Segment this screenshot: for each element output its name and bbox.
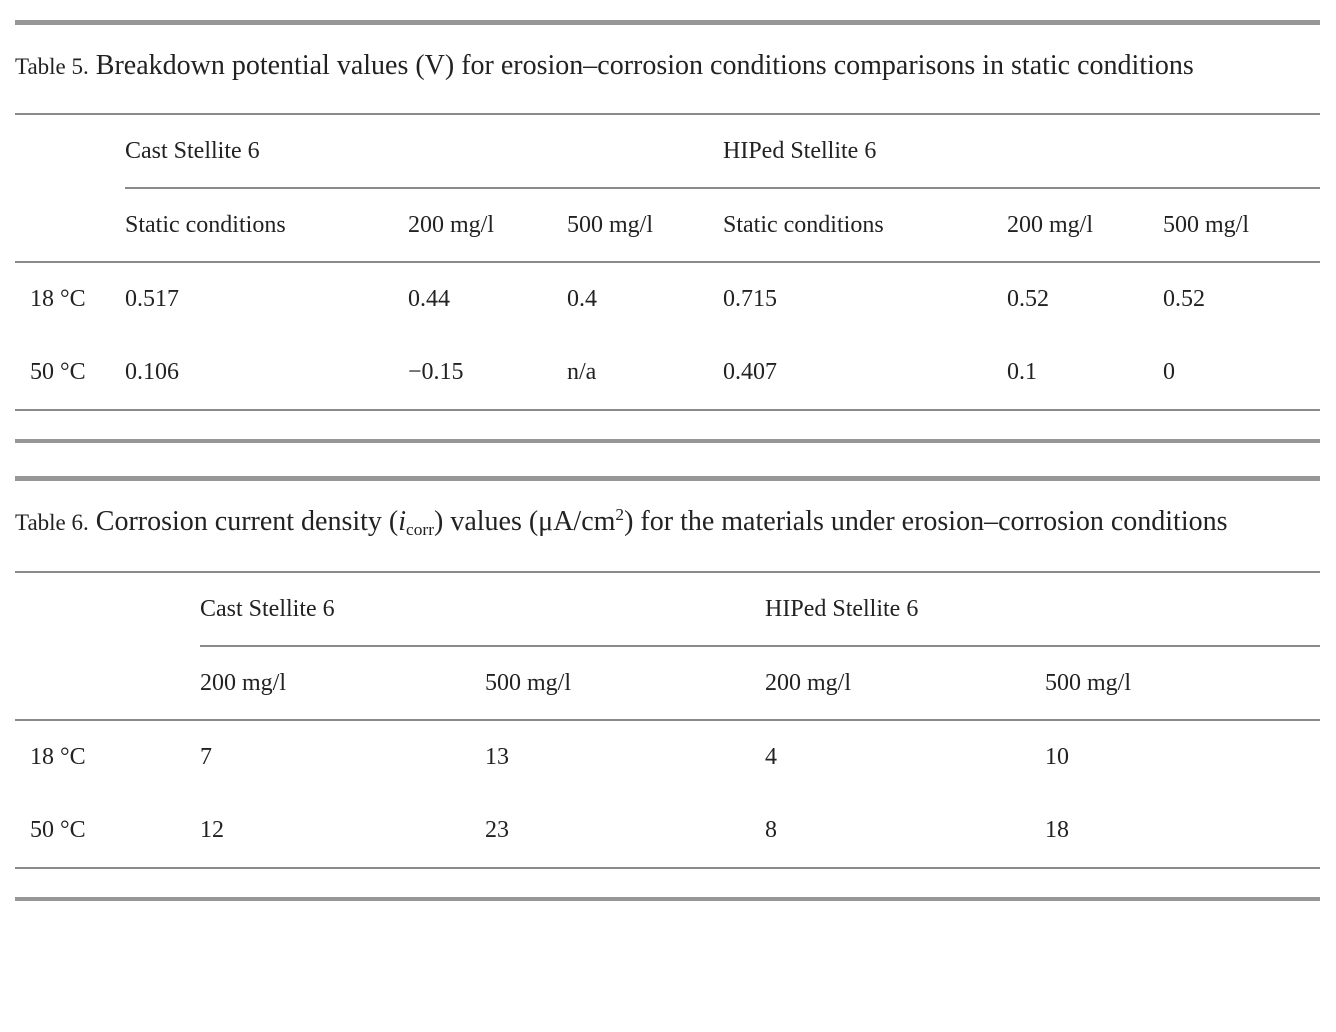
table5-group-header-row: Cast Stellite 6 HIPed Stellite 6 [15, 114, 1320, 189]
corner-cell [15, 114, 125, 188]
cell-value: 4 [765, 744, 778, 770]
cell-value: 0.715 [723, 286, 777, 312]
caption-superscript: 2 [615, 505, 625, 525]
column-header: 200 mg/l [765, 646, 1046, 721]
table6-group-header-row: Cast Stellite 6 HIPed Stellite 6 [15, 572, 1321, 647]
table-row: 18 °C 0.517 0.44 0.4 0.715 0.52 0.52 [15, 262, 1320, 336]
caption-text-part: ) for the materials under erosion–corros… [624, 506, 1228, 537]
column-header: Static conditions [723, 188, 1007, 263]
table6-caption: Table 6. Corrosion current density (icor… [15, 495, 1320, 551]
row-label: 50 °C [30, 817, 86, 843]
caption-text-part: Corrosion current density ( [95, 506, 399, 537]
cell-value: 12 [200, 817, 224, 843]
section-bottom-rule [15, 439, 1320, 443]
column-header: Static conditions [125, 188, 408, 263]
caption-text-part: ) values (μA/cm [434, 506, 616, 537]
table-5: Cast Stellite 6 HIPed Stellite 6 Static … [15, 113, 1320, 411]
column-header: 500 mg/l [1045, 646, 1321, 721]
cell-value: 18 [1045, 817, 1070, 843]
group-header-hiped: HIPed Stellite 6 [723, 114, 1320, 189]
group-header-hiped: HIPed Stellite 6 [765, 572, 1321, 647]
corner-cell [15, 572, 200, 646]
column-header: 500 mg/l [567, 188, 723, 263]
cell-value: 0.517 [125, 286, 179, 312]
table5-label: Table 5. [15, 54, 89, 79]
row-label: 18 °C [30, 744, 86, 770]
page: Table 5. Breakdown potential values (V) … [0, 20, 1336, 901]
corner-cell [15, 188, 125, 263]
group-header-cast: Cast Stellite 6 [200, 572, 766, 647]
cell-value: 7 [200, 744, 212, 770]
column-header: 200 mg/l [200, 646, 485, 721]
row-label: 50 °C [30, 359, 86, 385]
cell-value: 0 [1163, 359, 1175, 385]
cell-value: 0.52 [1007, 286, 1049, 312]
cell-value: 23 [485, 817, 509, 843]
table6-subheader-row: 200 mg/l 500 mg/l 200 mg/l 500 mg/l [15, 646, 1321, 721]
table5-caption: Table 5. Breakdown potential values (V) … [15, 39, 1320, 93]
cell-value: −0.15 [408, 359, 464, 385]
section-bottom-rule [15, 897, 1320, 901]
cell-value: 0.52 [1163, 286, 1205, 312]
cell-value: 0.1 [1007, 359, 1037, 385]
table-row: 50 °C 0.106 −0.15 n/a 0.407 0.1 0 [15, 336, 1320, 410]
corner-cell [15, 646, 200, 721]
caption-variable-i: i [398, 506, 407, 537]
cell-value: 10 [1045, 744, 1070, 770]
table-6: Cast Stellite 6 HIPed Stellite 6 200 mg/… [15, 571, 1321, 869]
table6-label: Table 6. [15, 510, 89, 535]
section-top-rule [15, 476, 1320, 481]
section-top-rule [15, 20, 1320, 25]
table6-caption-text: Corrosion current density (icorr) values… [95, 505, 1228, 539]
cell-value: 0.4 [567, 286, 597, 312]
group-header-cast: Cast Stellite 6 [125, 114, 723, 189]
row-label: 18 °C [30, 286, 86, 312]
cell-value: 0.44 [408, 286, 450, 312]
column-header: 200 mg/l [1007, 188, 1163, 263]
column-header: 500 mg/l [1163, 188, 1320, 263]
cell-value: 13 [485, 744, 509, 770]
table-row: 18 °C 7 13 4 10 [15, 720, 1320, 794]
cell-value: 0.106 [125, 359, 179, 385]
cell-value: 0.407 [723, 359, 777, 385]
column-header: 500 mg/l [485, 646, 766, 721]
table-row: 50 °C 12 23 8 18 [15, 794, 1320, 868]
cell-value: n/a [567, 359, 597, 385]
table5-caption-text: Breakdown potential values (V) for erosi… [95, 50, 1194, 81]
caption-subscript: corr [406, 519, 434, 539]
cell-value: 8 [765, 817, 778, 843]
column-header: 200 mg/l [408, 188, 567, 263]
table5-subheader-row: Static conditions 200 mg/l 500 mg/l Stat… [15, 188, 1320, 263]
